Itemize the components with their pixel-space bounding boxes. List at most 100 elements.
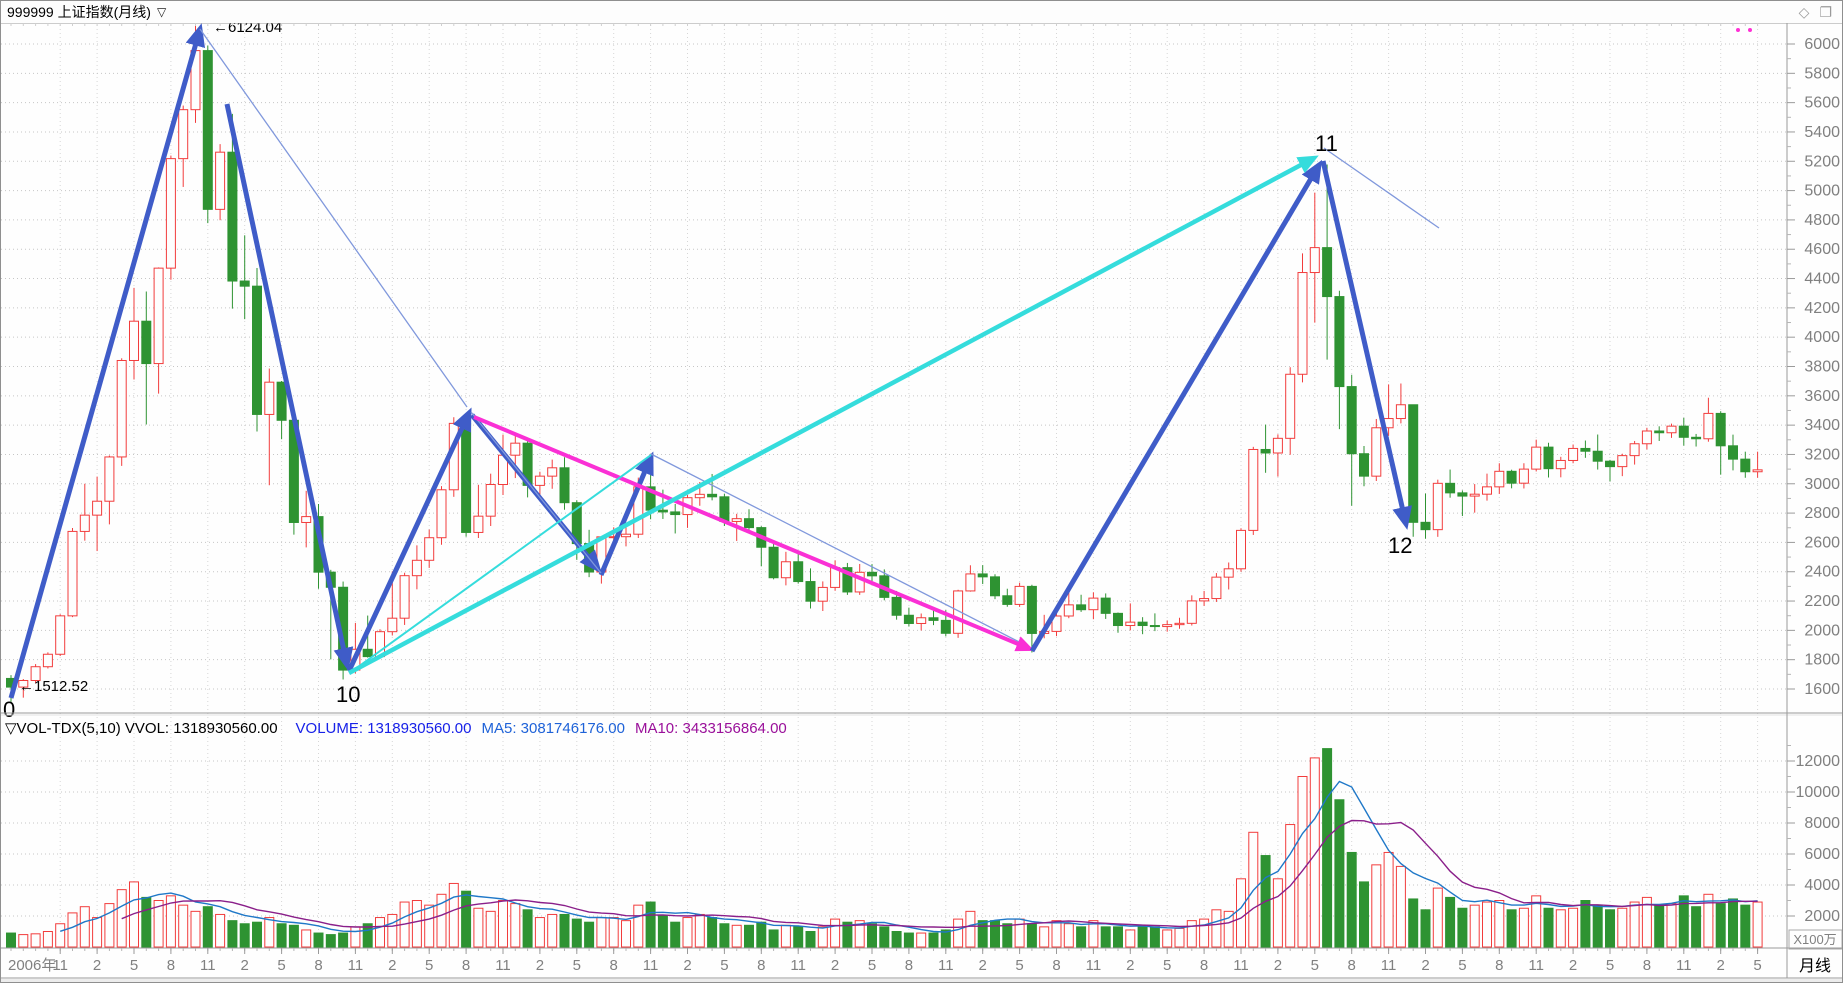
xaxis-tick-label: 2	[1569, 957, 1577, 974]
xaxis-tick-label: 5	[1015, 957, 1023, 974]
period-label: 月线	[1799, 957, 1831, 975]
xaxis-tick-label: 8	[314, 957, 322, 974]
trend-line-thick_blue[interactable]	[346, 407, 472, 673]
xaxis-tick-label: 11	[1676, 957, 1692, 974]
volume-axis	[1787, 745, 1795, 917]
xaxis-tick-label: 11	[52, 957, 68, 974]
price-tick-label: 5800	[1804, 65, 1840, 82]
volume-tick-label: 12000	[1796, 753, 1841, 770]
trend-line-magenta[interactable]	[473, 415, 1035, 652]
price-callout: ←1512.52	[19, 678, 88, 695]
xaxis-tick-label: 11	[348, 957, 364, 974]
price-tick-label: 2400	[1804, 564, 1840, 581]
trend-line-cyan[interactable]	[347, 155, 1319, 675]
xaxis-tick-label: 5	[1606, 957, 1614, 974]
price-tick-label: 3600	[1804, 388, 1840, 405]
xaxis-tick-label: 2	[1717, 957, 1725, 974]
trend-line-thin_blue[interactable]	[470, 411, 602, 574]
xaxis-tick-label: 2	[93, 957, 101, 974]
price-tick-label: 2800	[1804, 505, 1840, 522]
volume-bars	[6, 748, 1763, 948]
volume-tick-label: 10000	[1796, 784, 1841, 801]
price-tick-label: 3800	[1804, 359, 1840, 376]
xaxis-year-label: 2006年	[8, 957, 56, 974]
xaxis-tick-label: 5	[868, 957, 876, 974]
xaxis-tick-label: 2	[241, 957, 249, 974]
trend-line-thin_blue[interactable]	[199, 28, 468, 408]
xaxis-tick-label: 2	[536, 957, 544, 974]
x-axis	[10, 23, 1759, 954]
price-tick-label: 5600	[1804, 95, 1840, 112]
xaxis-tick-label: 5	[573, 957, 581, 974]
price-tick-label: 4000	[1804, 329, 1840, 346]
xaxis-tick-label: 8	[757, 957, 765, 974]
xaxis-tick-label: 8	[1495, 957, 1503, 974]
xaxis-tick-label: 5	[1458, 957, 1466, 974]
xaxis-tick-label: 11	[790, 957, 806, 974]
trend-line-thick_blue[interactable]	[1320, 160, 1412, 530]
xaxis-tick-label: 5	[130, 957, 138, 974]
xaxis-tick-label: 11	[495, 957, 511, 974]
xaxis-tick-label: 11	[643, 957, 659, 974]
xaxis-tick-label: 8	[1348, 957, 1356, 974]
xaxis-tick-label: 8	[905, 957, 913, 974]
price-tick-label: 4600	[1804, 241, 1840, 258]
ma5-value: MA5: 3081746176.00	[481, 719, 625, 737]
title-dropdown-icon[interactable]: ▽	[156, 5, 167, 19]
vvol-value: VVOL: 1318930560.00	[120, 719, 278, 737]
xaxis-tick-label: 8	[167, 957, 175, 974]
xaxis-tick-label: 8	[1643, 957, 1651, 974]
xaxis-tick-label: 11	[200, 957, 216, 974]
trend-annotation-lines[interactable]	[8, 23, 1440, 699]
title-bar: 999999 上证指数(月线) ▽ ◇ ❐	[1, 1, 1842, 23]
xaxis-tick-label: 5	[720, 957, 728, 974]
xaxis-tick-label: 2	[831, 957, 839, 974]
xaxis-tick-label: 2	[979, 957, 987, 974]
price-gridlines	[1, 43, 1787, 690]
xaxis-tick-label: 11	[938, 957, 954, 974]
wave-label-10: 10	[336, 682, 360, 707]
volume-ma10-line	[121, 819, 1758, 928]
xaxis-tick-label: 5	[1753, 957, 1761, 974]
xaxis-tick-label: 11	[1233, 957, 1249, 974]
xaxis-tick-label: 8	[1052, 957, 1060, 974]
price-tick-label: 5200	[1804, 153, 1840, 170]
price-tick-label: 3000	[1804, 476, 1840, 493]
xaxis-tick-label: 5	[277, 957, 285, 974]
xaxis-tick-label: 2	[388, 957, 396, 974]
trend-line-thick_blue[interactable]	[224, 103, 354, 671]
xaxis-tick-label: 2	[1126, 957, 1134, 974]
trend-line-thick_blue[interactable]	[8, 23, 206, 699]
ma10-value: MA10: 3433156864.00	[634, 719, 787, 737]
wave-label-12: 12	[1388, 533, 1412, 558]
volume-indicator-header: ▽VOL-TDX(5,10) VVOL: 1318930560.00 VOLUM…	[5, 717, 787, 739]
xaxis-tick-label: 2	[683, 957, 691, 974]
price-tick-label: 4800	[1804, 212, 1840, 229]
xaxis-tick-label: 2	[1421, 957, 1429, 974]
xaxis-tick-label: 8	[610, 957, 618, 974]
trend-line-cyan[interactable]	[350, 454, 652, 673]
diamond-icon[interactable]: ◇	[1798, 3, 1810, 20]
bottom-strip	[1, 979, 1842, 982]
volume-tick-label: 2000	[1804, 908, 1840, 925]
xaxis-tick-label: 5	[425, 957, 433, 974]
copy-window-icon[interactable]: ❐	[1819, 3, 1832, 20]
xaxis-tick-label: 8	[462, 957, 470, 974]
symbol-title: 999999 上证指数(月线)	[7, 4, 151, 20]
xaxis-tick-label: 8	[1200, 957, 1208, 974]
volume-tick-label: 4000	[1804, 877, 1840, 894]
magenta-dot-marker	[1748, 28, 1752, 32]
wave-label-11: 11	[1315, 131, 1338, 156]
volume-tick-label: 6000	[1804, 846, 1840, 863]
trend-line-thin_blue[interactable]	[1323, 147, 1440, 229]
price-tick-label: 2200	[1804, 593, 1840, 610]
trend-line-thick_blue[interactable]	[1029, 159, 1323, 653]
xaxis-tick-label: 5	[1311, 957, 1319, 974]
trend-line-thin_blue[interactable]	[650, 453, 1030, 648]
xaxis-tick-label: 5	[1163, 957, 1171, 974]
volume-ma5-line	[59, 780, 1758, 933]
price-tick-label: 5400	[1804, 124, 1840, 141]
trend-line-thick_blue[interactable]	[598, 451, 654, 576]
vol-indicator-name[interactable]: ▽VOL-TDX(5,10)	[5, 720, 121, 737]
